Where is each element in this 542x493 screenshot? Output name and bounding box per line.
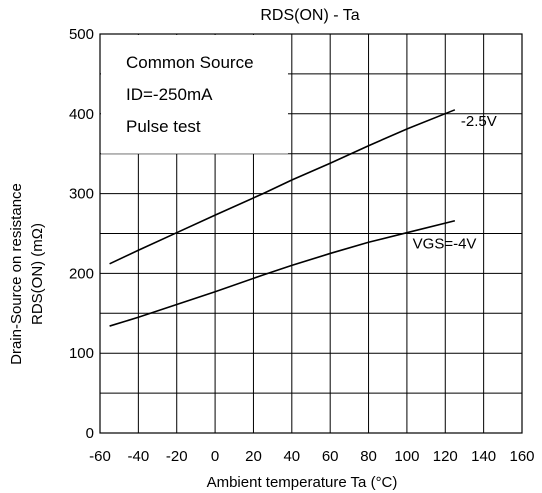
series-labels: -2.5V VGS=-4V [413,113,497,253]
x-tick-label: 80 [360,448,377,465]
x-tick-label: 40 [283,448,300,465]
annotation-id: ID=-250mA [126,85,213,104]
series-line-2 [109,219,456,327]
series-line-1 [109,109,456,265]
x-tick-label: -20 [166,448,188,465]
y-tick-label: 100 [69,345,94,362]
annotation-common-source: Common Source [126,53,254,72]
plot-frame [99,33,523,434]
x-tick-label: 140 [471,448,496,465]
series-label-1: -2.5V [461,113,497,130]
y-axis-label-line2: RDS(ON) (mΩ) [29,223,46,325]
y-axis-label-line1: Drain-Source on resistance [8,183,25,365]
x-tick-label: 20 [245,448,262,465]
series-lines [109,109,456,327]
x-tick-label: 160 [509,448,534,465]
x-tick-label: 120 [433,448,458,465]
annotation-box [101,35,288,154]
chart-title: RDS(ON) - Ta [260,7,359,24]
x-axis-label: Ambient temperature Ta (°C) [207,474,398,491]
x-tick-label: 0 [211,448,219,465]
y-tick-label: 400 [69,106,94,123]
series-label-2: VGS=-4V [413,236,477,253]
x-tick-label: 60 [322,448,339,465]
y-tick-label: 200 [69,265,94,282]
y-tick-label: 0 [86,425,94,442]
y-tick-label: 500 [69,26,94,43]
annotation-pulse-test: Pulse test [126,117,201,136]
x-tick-label: -60 [89,448,111,465]
x-tick-label: -40 [128,448,150,465]
x-tick-label: 100 [394,448,419,465]
x-tick-labels: -60 -40 -20 0 20 40 60 80 100 120 140 160 [89,448,534,465]
y-tick-label: 300 [69,186,94,203]
y-tick-labels: 0 100 200 300 400 500 [69,26,94,442]
